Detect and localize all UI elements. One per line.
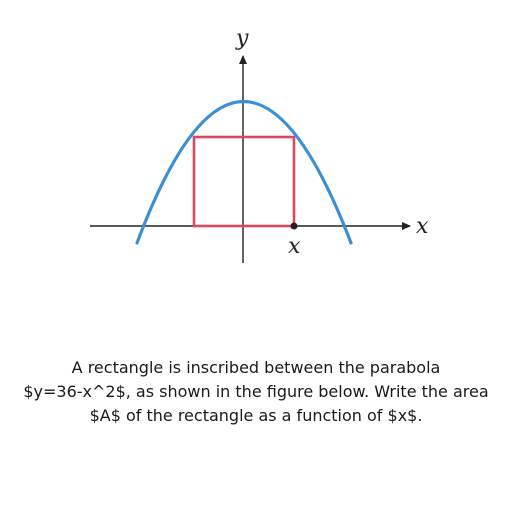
x-axis-label: x — [416, 214, 429, 239]
problem-statement-line-2: $y=36-x^2$, as shown in the figure below… — [23, 382, 489, 401]
problem-statement-line-1: A rectangle is inscribed between the par… — [71, 358, 441, 377]
x-point-label: x — [288, 234, 301, 259]
y-axis-label: y — [235, 26, 249, 51]
problem-statement-line-3: $A$ of the rectangle as a function of $x… — [89, 406, 423, 425]
x-point-marker — [290, 222, 298, 230]
parabola-rectangle-figure: y x x — [90, 26, 429, 263]
inscribed-rectangle — [192, 135, 296, 228]
problem-statement: A rectangle is inscribed between the par… — [0, 356, 512, 428]
parabola-curve — [135, 99, 353, 245]
